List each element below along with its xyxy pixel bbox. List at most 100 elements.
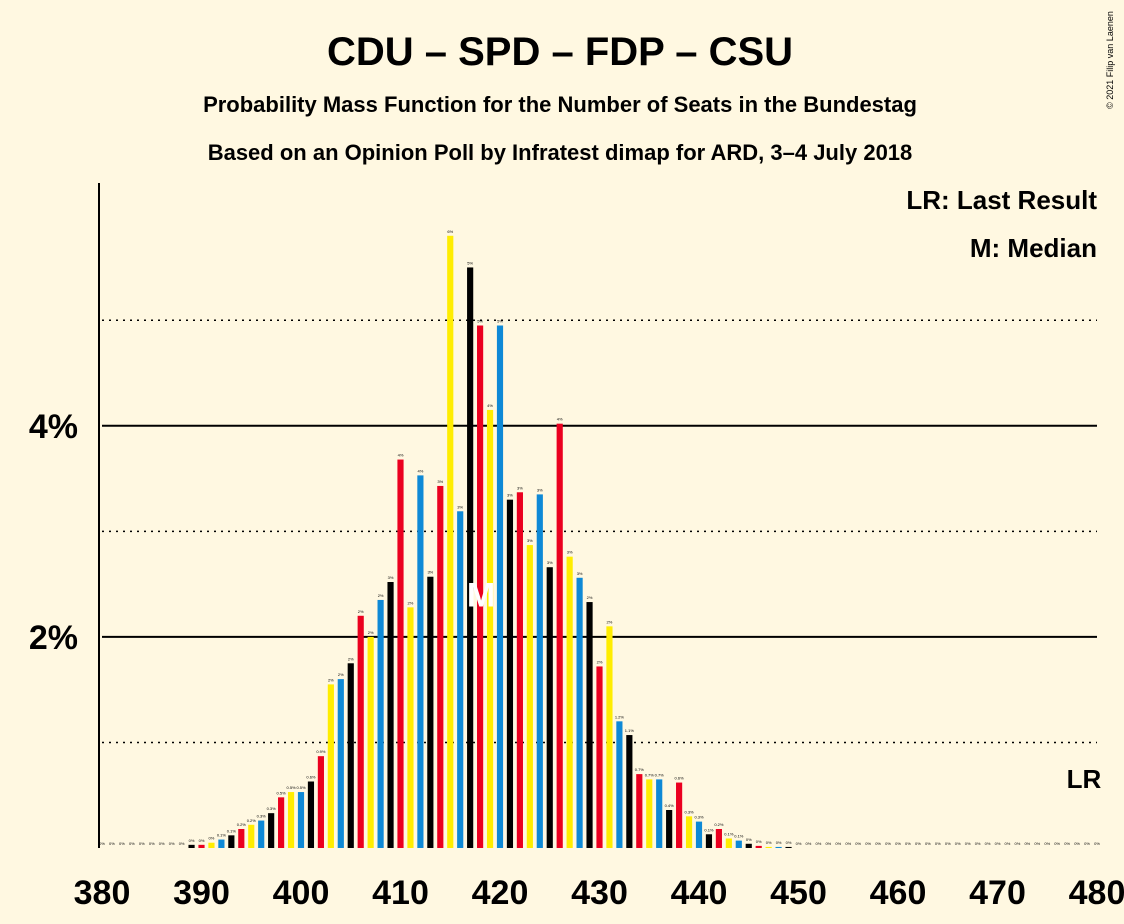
bar-value-label: 3% bbox=[527, 538, 533, 543]
bar-value-label: 5% bbox=[467, 260, 473, 265]
bar bbox=[586, 602, 593, 848]
bar bbox=[656, 779, 663, 848]
bar bbox=[596, 666, 603, 848]
bar-value-label: 3% bbox=[388, 575, 394, 580]
bar-value-label: 2% bbox=[348, 656, 354, 661]
x-tick-label: 400 bbox=[273, 874, 330, 912]
bar-value-label: 0% bbox=[995, 841, 1001, 846]
bar bbox=[327, 684, 334, 848]
bar-value-label: 0.2% bbox=[714, 822, 724, 827]
bar bbox=[407, 607, 414, 848]
bar-value-label: 0% bbox=[895, 841, 901, 846]
x-tick-label: 480 bbox=[1069, 874, 1124, 912]
bar-value-label: 0% bbox=[855, 841, 861, 846]
x-tick-label: 440 bbox=[671, 874, 728, 912]
bar-value-label: 0% bbox=[1044, 841, 1050, 846]
bar-value-label: 0% bbox=[139, 841, 145, 846]
bar-value-label: 3% bbox=[577, 571, 583, 576]
bar-value-label: 0% bbox=[1084, 841, 1090, 846]
bar-value-label: 0% bbox=[189, 838, 195, 843]
bar bbox=[526, 545, 533, 848]
bar bbox=[377, 599, 384, 848]
bar bbox=[666, 810, 673, 848]
y-tick-label: 4% bbox=[29, 408, 78, 446]
y-tick-label: 2% bbox=[29, 619, 78, 657]
bar-value-label: 0% bbox=[776, 840, 782, 845]
bar-value-label: 0% bbox=[109, 841, 115, 846]
bar-value-label: 0% bbox=[985, 841, 991, 846]
bar bbox=[785, 846, 792, 848]
bar-value-label: 2% bbox=[597, 659, 603, 664]
bar-value-label: 4% bbox=[487, 403, 493, 408]
bar bbox=[198, 844, 205, 848]
bar-value-label: 0.9% bbox=[316, 749, 326, 754]
bar-value-label: 3% bbox=[427, 570, 433, 575]
bar bbox=[258, 820, 265, 848]
bar-value-label: 0% bbox=[756, 839, 762, 844]
bar-labels: 0% 0% 0% 0% 0% 0% 0% 0% 0%0% 0% 0%0.1%0.1%0.2%0.2%… bbox=[99, 229, 1100, 846]
bar bbox=[427, 576, 434, 848]
bar bbox=[278, 797, 285, 848]
x-tick-label: 430 bbox=[571, 874, 628, 912]
legend-last-result: LR: Last Result bbox=[906, 185, 1097, 215]
bar-value-label: 0% bbox=[825, 841, 831, 846]
bar bbox=[676, 782, 683, 848]
bar-value-label: 0.1% bbox=[704, 827, 714, 832]
bar-value-label: 2% bbox=[328, 677, 334, 682]
bars bbox=[188, 235, 792, 848]
bar bbox=[755, 845, 762, 848]
bar-value-label: 0.3% bbox=[694, 815, 704, 820]
bar bbox=[208, 842, 215, 848]
bar bbox=[646, 779, 653, 848]
bar bbox=[287, 792, 295, 848]
bar-value-label: 0.7% bbox=[635, 767, 645, 772]
bar-value-label: 0% bbox=[199, 838, 205, 843]
bar-value-label: 2% bbox=[358, 609, 364, 614]
bar bbox=[576, 577, 583, 848]
bar-value-label: 0% bbox=[1054, 841, 1060, 846]
bar-value-label: 0% bbox=[915, 841, 921, 846]
bar-value-label: 4% bbox=[557, 417, 563, 422]
bar-value-label: 0.4% bbox=[665, 803, 675, 808]
bar bbox=[347, 663, 354, 848]
bar-value-label: 1.2% bbox=[615, 714, 625, 719]
bar-value-label: 0.6% bbox=[306, 775, 316, 780]
bar bbox=[387, 582, 394, 848]
bar bbox=[457, 511, 464, 848]
bar-value-label: 2% bbox=[378, 593, 384, 598]
copyright-note: © 2021 Filip van Laenen bbox=[1105, 11, 1115, 109]
bar bbox=[715, 829, 722, 848]
bar-value-label: 0% bbox=[159, 841, 165, 846]
bar-value-label: 0.7% bbox=[655, 772, 665, 777]
bar-value-label: 0.1% bbox=[227, 828, 237, 833]
bar-value-label: 2% bbox=[368, 630, 374, 635]
bar-value-label: 0% bbox=[1034, 841, 1040, 846]
bar-value-label: 5% bbox=[477, 319, 483, 324]
x-tick-label: 470 bbox=[969, 874, 1026, 912]
bar bbox=[695, 821, 703, 848]
bar bbox=[506, 499, 514, 848]
bar-value-label: 0.3% bbox=[267, 806, 277, 811]
bar bbox=[317, 756, 324, 848]
median-marker: M bbox=[467, 577, 495, 615]
bar-value-label: 0% bbox=[1094, 841, 1100, 846]
bar-value-label: 0% bbox=[975, 841, 981, 846]
bar-value-label: 0% bbox=[1064, 841, 1070, 846]
legend-median: M: Median bbox=[970, 233, 1097, 263]
bar-value-label: 0% bbox=[905, 841, 911, 846]
x-tick-label: 420 bbox=[472, 874, 529, 912]
last-result-marker: LR bbox=[1067, 764, 1102, 794]
bar-value-label: 0% bbox=[129, 841, 135, 846]
x-tick-label: 460 bbox=[870, 874, 927, 912]
bar-value-label: 0% bbox=[945, 841, 951, 846]
bar-value-label: 0% bbox=[119, 841, 125, 846]
chart-source: Based on an Opinion Poll by Infratest di… bbox=[208, 140, 913, 165]
bar bbox=[616, 721, 623, 848]
bar-value-label: 0% bbox=[955, 841, 961, 846]
x-tick-label: 390 bbox=[173, 874, 230, 912]
bar-value-label: 0% bbox=[209, 836, 215, 841]
bar bbox=[496, 325, 504, 848]
bar-value-label: 0.1% bbox=[734, 834, 744, 839]
bar-value-label: 0% bbox=[935, 841, 941, 846]
